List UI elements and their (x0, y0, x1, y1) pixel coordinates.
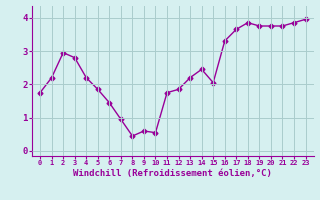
X-axis label: Windchill (Refroidissement éolien,°C): Windchill (Refroidissement éolien,°C) (73, 169, 272, 178)
